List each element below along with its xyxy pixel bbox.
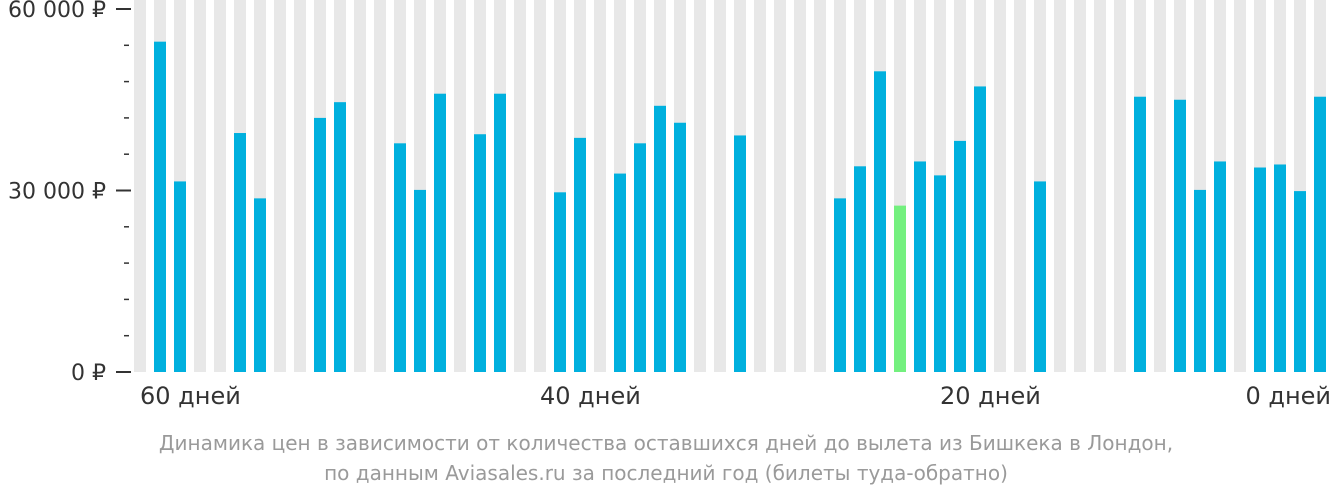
placeholder-column: [294, 0, 306, 372]
placeholder-column: [534, 0, 546, 372]
price-bar[interactable]: [394, 143, 406, 372]
placeholder-column: [1074, 0, 1086, 372]
price-bar[interactable]: [414, 189, 426, 372]
placeholder-column: [1114, 0, 1126, 372]
placeholder-column: [274, 0, 286, 372]
price-bar[interactable]: [874, 71, 886, 372]
price-bar[interactable]: [1314, 96, 1326, 372]
price-bar[interactable]: [434, 93, 446, 372]
x-tick-label: 40 дней: [540, 382, 641, 410]
price-bar[interactable]: [1034, 181, 1046, 372]
placeholder-column: [994, 0, 1006, 372]
price-bar[interactable]: [234, 133, 246, 372]
price-bar[interactable]: [614, 173, 626, 372]
price-bar[interactable]: [494, 93, 506, 372]
placeholder-column: [1014, 0, 1026, 372]
price-chart: 0 ₽ 30 000 ₽ 60 000 ₽ 60 дней 40 дней 20 дне…: [8, 0, 1331, 410]
price-bar[interactable]: [574, 137, 586, 372]
price-bar[interactable]: [474, 134, 486, 372]
y-tick-label: 60 000 ₽: [8, 0, 106, 23]
placeholder-column: [694, 0, 706, 372]
placeholder-column: [714, 0, 726, 372]
price-bars: [154, 41, 1326, 373]
price-bar[interactable]: [554, 192, 566, 372]
placeholder-column: [354, 0, 366, 372]
price-bar[interactable]: [734, 135, 746, 372]
placeholder-column: [814, 0, 826, 372]
price-bar[interactable]: [1134, 96, 1146, 372]
y-tick-label: 0 ₽: [71, 361, 106, 386]
price-bar[interactable]: [854, 166, 866, 372]
placeholder-column: [454, 0, 466, 372]
y-axis: 0 ₽ 30 000 ₽ 60 000 ₽: [8, 0, 131, 386]
placeholder-column: [134, 0, 146, 372]
y-tick-label: 30 000 ₽: [8, 180, 106, 205]
placeholder-column: [594, 0, 606, 372]
price-bar[interactable]: [674, 122, 686, 373]
price-bar[interactable]: [1274, 164, 1286, 372]
placeholder-column: [1054, 0, 1066, 372]
price-bar[interactable]: [154, 41, 166, 373]
price-bar[interactable]: [634, 143, 646, 372]
price-bar-cheapest[interactable]: [894, 205, 906, 372]
placeholder-column: [794, 0, 806, 372]
chart-caption-line-2: по данным Aviasales.ru за последний год …: [324, 461, 1008, 485]
x-tick-label: 0 дней: [1245, 382, 1331, 410]
price-bar[interactable]: [934, 175, 946, 372]
placeholder-columns: [134, 0, 1326, 372]
price-bar[interactable]: [1174, 99, 1186, 372]
x-tick-label: 20 дней: [940, 382, 1041, 410]
placeholder-column: [214, 0, 226, 372]
placeholder-column: [754, 0, 766, 372]
price-bar[interactable]: [1254, 167, 1266, 372]
price-bar[interactable]: [914, 161, 926, 372]
placeholder-column: [1154, 0, 1166, 372]
x-tick-label: 60 дней: [140, 382, 241, 410]
placeholder-column: [1094, 0, 1106, 372]
price-bar[interactable]: [834, 198, 846, 372]
price-bar[interactable]: [1214, 161, 1226, 372]
x-axis: 60 дней 40 дней 20 дней 0 дней: [140, 382, 1331, 410]
placeholder-column: [374, 0, 386, 372]
price-bar[interactable]: [1294, 191, 1306, 372]
chart-caption-line-1: Динамика цен в зависимости от количества…: [158, 431, 1174, 455]
placeholder-column: [194, 0, 206, 372]
price-bar[interactable]: [334, 102, 346, 373]
price-bar[interactable]: [314, 117, 326, 373]
price-bar[interactable]: [974, 86, 986, 372]
price-bar[interactable]: [654, 105, 666, 373]
placeholder-column: [774, 0, 786, 372]
price-bar[interactable]: [174, 181, 186, 372]
price-bar[interactable]: [954, 140, 966, 372]
placeholder-column: [514, 0, 526, 372]
price-bar[interactable]: [1194, 189, 1206, 372]
placeholder-column: [1234, 0, 1246, 372]
price-bar[interactable]: [254, 198, 266, 372]
